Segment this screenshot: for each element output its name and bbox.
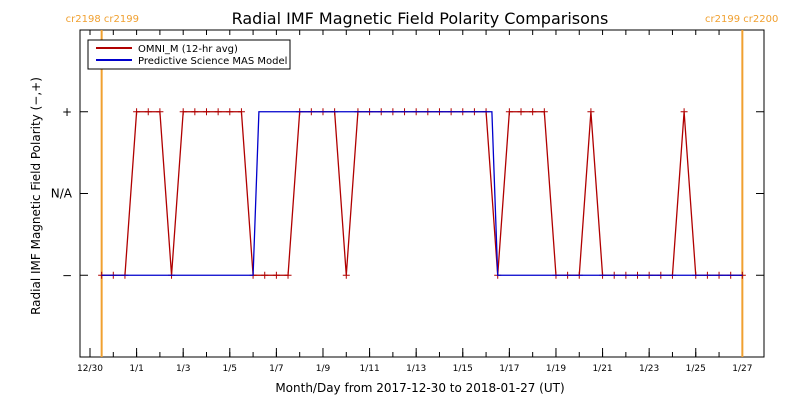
x-tick-label: 1/13 [406,364,426,374]
legend-box [87,39,291,70]
y-tick-label: − [62,268,72,282]
data-point [179,108,187,116]
data-point [144,108,152,116]
x-tick-label: 1/11 [359,364,379,374]
series-line [101,111,743,276]
data-point [261,271,269,279]
x-tick-label: 1/27 [732,364,752,374]
x-tick-label: 1/5 [223,364,237,374]
data-point [237,108,245,116]
x-tick-label: 1/7 [269,364,283,374]
x-tick-label: 1/25 [686,364,706,374]
x-tick-label: 1/1 [129,364,143,374]
data-point [284,271,292,279]
legend: OMNI_M (12-hr avg)Predictive Science MAS… [87,39,291,70]
data-point [191,108,199,116]
x-tick-label: 1/9 [316,364,331,374]
data-point [156,108,164,116]
data-point [202,108,210,116]
x-ticks: 12/30 1/1 1/3 1/5 1/7 1/9 1/11 1/13 1/15 1/17 1/19… [77,30,752,374]
data-point [505,108,513,116]
data-point [226,108,234,116]
legend-label: Predictive Science MAS Model [138,56,287,67]
data-point [272,271,280,279]
legend-label: OMNI_M (12-hr avg) [138,44,238,55]
data-point [342,271,350,279]
x-tick-label: 1/23 [639,364,659,374]
carrington-markers: cr2198 cr2199 cr2199 cr2200 [66,14,778,357]
carrington-label: cr2198 cr2199 [66,14,139,25]
y-tick-label: + [62,105,72,119]
x-tick-label: 1/17 [499,364,519,374]
y-tick-label: N/A [51,187,73,201]
plot-frame [79,29,765,358]
x-tick-label: 1/15 [453,364,473,374]
x-tick-label: 1/21 [592,364,612,374]
chart-title: Radial IMF Magnetic Field Polarity Compa… [232,9,609,28]
x-axis-label: Month/Day from 2017-12-30 to 2018-01-27 … [275,381,564,395]
data-point [587,108,595,116]
data-point [680,108,688,116]
y-ticks: − N/A + [51,105,764,282]
data-point [517,108,525,116]
x-tick-label: 1/19 [546,364,566,374]
data-point [133,108,141,116]
x-tick-label: 1/3 [176,364,190,374]
series-layer [98,108,746,279]
series-line [101,111,743,276]
data-point [540,108,548,116]
x-tick-label: 12/30 [77,364,103,374]
data-point [529,108,537,116]
carrington-label: cr2199 cr2200 [705,14,778,25]
data-point [214,108,222,116]
y-axis-label: Radial IMF Magnetic Field Polarity (−,+) [29,77,43,315]
